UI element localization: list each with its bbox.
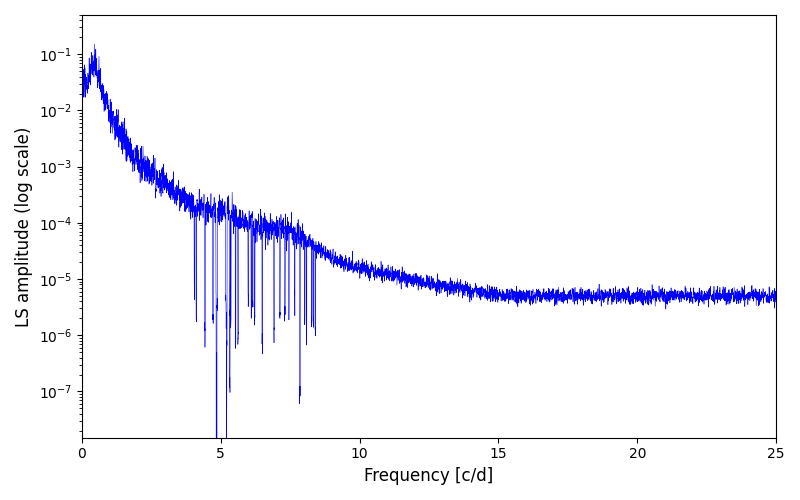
X-axis label: Frequency [c/d]: Frequency [c/d] bbox=[364, 467, 494, 485]
Y-axis label: LS amplitude (log scale): LS amplitude (log scale) bbox=[15, 126, 33, 326]
